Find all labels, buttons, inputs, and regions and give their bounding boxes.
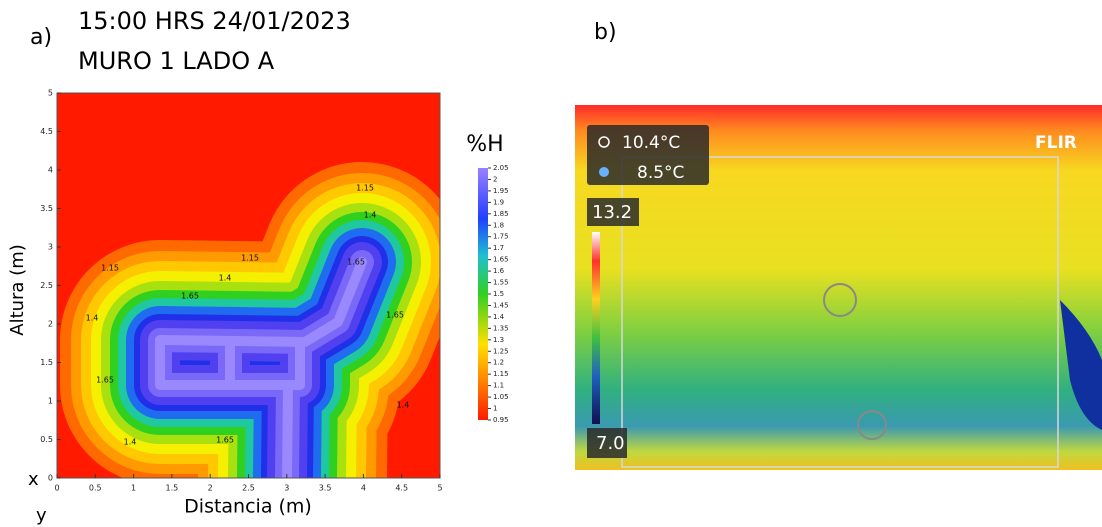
colorbar-tick-label: 1.35 [493,324,509,332]
x-tick-label: 0 [54,484,59,493]
scale-box [587,428,627,458]
x-tick-label: 1.5 [166,484,179,493]
frame-outline [621,156,1059,468]
colorbar-tick-label: 1.95 [493,187,509,195]
x-tick-label: 4.5 [395,484,408,493]
y-tick-label: 1.5 [40,358,53,367]
title: 15:00 HRS 24/01/2023 [78,7,351,35]
colorbar-tick-label: 1.1 [493,382,504,390]
contour-label: 1.65 [347,258,365,267]
y-tick-label: 3.5 [40,204,53,213]
min-temp: 8.5°C [637,163,684,183]
colorbar-tick-label: 1.7 [493,244,504,252]
contour-band [155,257,367,478]
colorbar-tick-label: 1.85 [493,210,509,218]
colorbar-tick-label: 1.9 [493,198,504,206]
scale-min: 7.0 [596,433,625,454]
x-tick-label: 1 [131,484,136,493]
contour-label: 1.4 [219,274,232,283]
panel-label: a) [30,25,52,50]
y-tick-label: 2 [48,320,53,329]
y-tick-label: 0 [48,474,53,483]
corner-label: x [28,469,39,490]
colorbar-tick-label: 1.45 [493,301,509,309]
colorbar-tick-label: 1.8 [493,221,504,229]
colorbar-tick-label: 0.95 [493,416,509,424]
colorbar-tick-label: 1 [493,405,497,413]
corner-label: y [36,505,47,526]
y-tick-label: 1 [48,397,53,406]
colorbar-label: %H [466,132,503,157]
icon [599,167,609,177]
colorbar-tick-label: 1.65 [493,256,509,264]
y-tick-label: 3 [48,243,53,252]
contour-label: 1.65 [181,292,199,301]
x-tick-label: 4 [361,484,366,493]
contour-label: 1.15 [241,254,259,263]
colorbar-tick-label: 1.4 [493,313,505,321]
subtitle: MURO 1 LADO A [78,47,275,75]
contour-label: 1.65 [96,376,114,385]
scale-box [587,198,639,226]
readout-box [587,125,709,185]
panel-label: b) [594,20,617,45]
colorbar-tick-label: 1.75 [493,233,509,241]
contour-label: 1.4 [364,211,377,220]
cold-spot [1060,300,1102,430]
spot-marker [857,410,887,440]
contour-field [57,93,440,478]
colorbar-tick-label: 1.3 [493,336,504,344]
x-tick-label: 2 [208,484,213,493]
y-tick-label: 5 [48,89,53,98]
colorbar-tick-label: 1.25 [493,347,509,355]
contour-label: 1.65 [386,311,404,320]
colorbar-tick-label: 1.5 [493,290,504,298]
colorbar-tick-label: 1.6 [493,267,505,275]
contour-label: 1.4 [124,438,137,447]
max-temp: 10.4°C [622,133,680,153]
y-tick-label: 4.5 [40,127,53,136]
icon [598,136,610,148]
x-tick-label: 2.5 [242,484,255,493]
contour-label: 1.15 [356,184,374,193]
colorbar-tick-label: 2.05 [493,164,509,172]
x-tick-label: 3.5 [319,484,332,493]
colorbar-tick-label: 1.2 [493,359,504,367]
x-label: Distancia (m) [184,496,312,518]
y-tick-label: 2.5 [40,281,53,290]
y-label: Altura (m) [7,244,28,336]
spot-marker [823,283,857,317]
x-tick-label: 5 [437,484,442,493]
x-tick-label: 3 [284,484,289,493]
thermal-scale [592,232,600,424]
colorbar-tick-label: 2 [493,175,497,183]
colorbar-tick-label: 1.05 [493,393,509,401]
contour-label: 1.15 [101,264,119,273]
y-tick-label: 0.5 [40,435,53,444]
colorbar-tick-label: 1.15 [493,370,509,378]
y-tick-label: 4 [48,166,53,175]
contour-label: 1.65 [216,436,234,445]
contour-label: 1.4 [86,314,99,323]
scale-max: 13.2 [592,202,632,223]
colorbar-tick-label: 1.55 [493,279,509,287]
brand: FLIR [1035,133,1077,153]
colorbar [478,168,488,420]
x-tick-label: 0.5 [89,484,102,493]
contour-label: 1.4 [397,401,410,410]
